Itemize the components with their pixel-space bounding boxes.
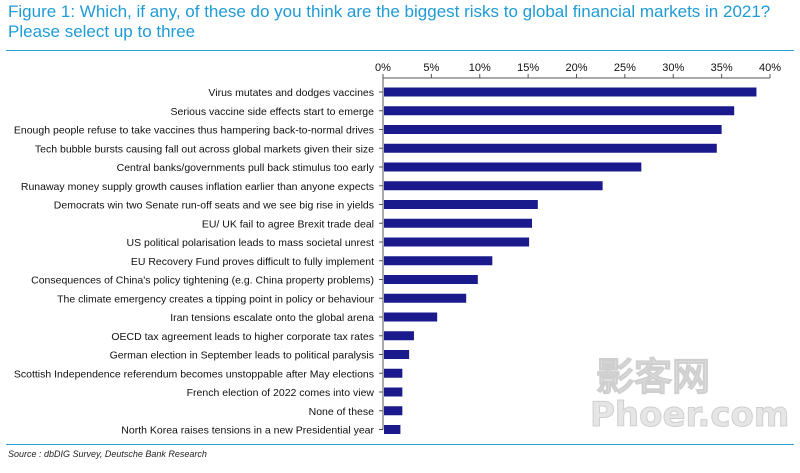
bar <box>384 256 493 266</box>
bar <box>384 425 401 434</box>
x-tick-label: 35% <box>711 62 733 74</box>
category-label: Consequences of China's policy tightenin… <box>31 275 374 287</box>
bar <box>384 237 530 247</box>
x-tick-label: 15% <box>517 62 539 74</box>
bar <box>384 162 642 172</box>
source-note: Source : dbDIG Survey, Deutsche Bank Res… <box>8 449 207 459</box>
x-tick-label: 20% <box>565 62 587 74</box>
bar <box>384 87 757 97</box>
category-label: Iran tensions escalate onto the global a… <box>170 312 374 324</box>
bar <box>384 125 722 134</box>
bar <box>384 218 532 228</box>
bar <box>384 387 403 397</box>
title-divider <box>6 50 794 51</box>
bar <box>384 406 403 416</box>
bar <box>384 350 410 359</box>
x-tick-label: 30% <box>662 62 684 74</box>
category-label: French election of 2022 comes into view <box>187 387 375 399</box>
bar-chart: 0% 5% 10% 15% 20% 25% 30% 35% 40% Virus mutates a… <box>14 62 781 437</box>
category-label: EU Recovery Fund proves difficult to ful… <box>131 256 374 268</box>
category-label: Virus mutates and dodges vaccines <box>208 87 374 99</box>
category-label: OECD tax agreement leads to higher corpo… <box>111 331 374 343</box>
category-label: Enough people refuse to take vaccines th… <box>14 125 374 137</box>
x-tick-label: 10% <box>469 62 491 74</box>
category-label: US political polarisation leads to mass … <box>127 237 375 249</box>
bar <box>384 331 414 341</box>
category-label: German election in September leads to po… <box>110 350 374 362</box>
chart-title: Figure 1: Which, if any, of these do you… <box>8 2 771 41</box>
source-divider <box>6 444 794 445</box>
category-label: Central banks/governments pull back stim… <box>117 162 375 174</box>
category-label: None of these <box>309 406 375 418</box>
category-label: EU/ UK fail to agree Brexit trade deal <box>202 218 374 230</box>
category-label: Tech bubble bursts causing fall out acro… <box>35 143 374 155</box>
bar <box>384 368 403 378</box>
x-tick-label: 0% <box>375 62 391 74</box>
watermark-cjk: 影客网 <box>596 355 710 399</box>
category-label: North Korea raises tensions in a new Pre… <box>121 425 374 437</box>
bar <box>384 143 717 153</box>
category-label: Serious vaccine side effects start to em… <box>171 106 375 118</box>
category-label: Scottish Independence referendum becomes… <box>14 368 374 380</box>
bar <box>384 181 603 191</box>
bar <box>384 275 478 284</box>
bar <box>384 312 438 322</box>
watermark: 影客网 Phoer.com <box>590 355 790 433</box>
x-tick-label: 40% <box>759 62 781 74</box>
bar <box>384 293 467 303</box>
bar <box>384 106 735 116</box>
bar <box>384 200 538 209</box>
x-tick-label: 25% <box>614 62 636 74</box>
category-label: The climate emergency creates a tipping … <box>57 293 374 305</box>
x-tick-label: 5% <box>423 62 439 74</box>
category-label: Runaway money supply growth causes infla… <box>21 181 374 193</box>
watermark-latin: Phoer.com <box>590 395 789 432</box>
category-label: Democrats win two Senate run-off seats a… <box>54 200 374 212</box>
